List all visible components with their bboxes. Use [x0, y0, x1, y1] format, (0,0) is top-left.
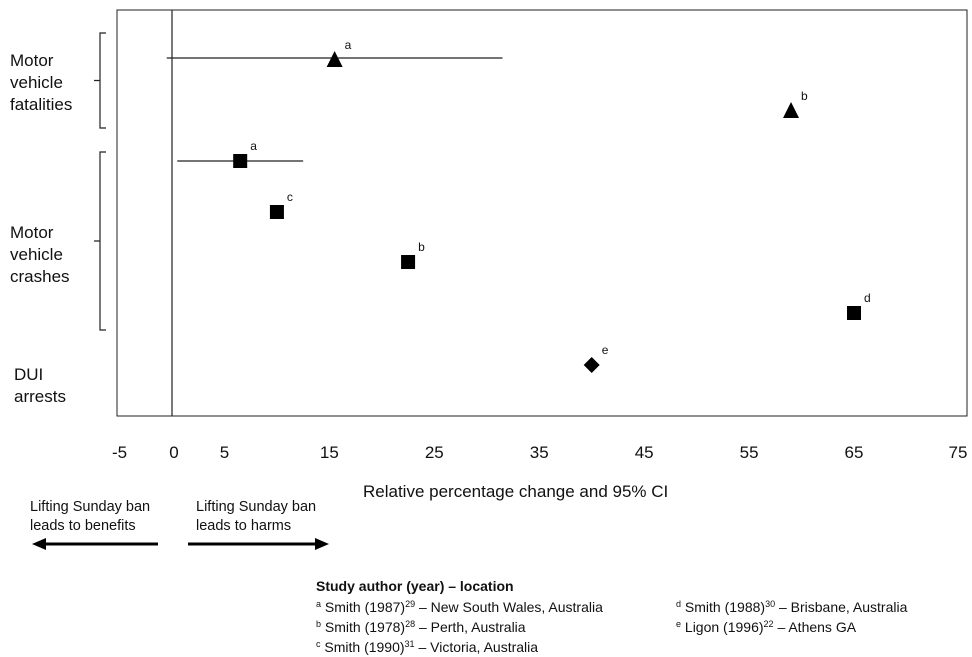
group-label-fatalities: Motor vehicle fatalities [10, 51, 73, 114]
square-marker [847, 306, 861, 320]
plot-frame [116, 9, 968, 417]
x-tick-label: 45 [635, 443, 654, 462]
square-marker [269, 205, 284, 219]
legend-ref: 30 [765, 599, 776, 609]
data-points: a b a c b d e [233, 38, 871, 373]
triangle-marker [783, 102, 800, 118]
x-tick-label: 25 [425, 443, 444, 462]
point-label: b [801, 89, 808, 103]
legend-location: – Perth, Australia [418, 619, 526, 635]
square-marker [233, 154, 248, 168]
legend-key: b [316, 619, 322, 629]
group-brackets [94, 32, 106, 331]
legend-entry-a: a Smith (1987)29 – New South Wales, Aust… [316, 596, 603, 616]
legend-key: a [316, 599, 322, 609]
legend-author: Ligon (1996) [684, 619, 764, 635]
point-label: a [250, 139, 257, 153]
legend-key: d [676, 599, 682, 609]
legend-author: Smith (1978) [324, 619, 406, 635]
group-bracket [94, 32, 106, 129]
legend-entry-e: e Ligon (1996)22 – Athens GA [676, 616, 907, 636]
group-label-dui: DUI arrests [14, 365, 66, 406]
x-tick-label: 15 [320, 443, 339, 462]
legend-author: Smith (1990) [324, 639, 405, 655]
legend-location: – Athens GA [777, 619, 857, 635]
legend-column-right: d Smith (1988)30 – Brisbane, Australia e… [676, 596, 907, 636]
x-tick-label: 0 [169, 443, 178, 462]
group-label-crashes: Motor vehicle crashes [10, 223, 70, 286]
legend-author: Smith (1988) [684, 599, 766, 615]
harms-direction-text: Lifting Sunday ban leads to harms [196, 499, 317, 534]
x-tick-label: -5 [112, 443, 127, 462]
point-label: c [287, 190, 293, 204]
legend: Study author (year) – location [316, 578, 514, 595]
legend-ref: 29 [405, 599, 416, 609]
confidence-intervals [166, 57, 503, 162]
legend-location: – Brisbane, Australia [778, 599, 908, 615]
diamond-marker [583, 357, 600, 373]
harms-arrowhead [315, 538, 329, 550]
benefits-arrowhead [32, 538, 46, 550]
x-tick-label: 55 [740, 443, 759, 462]
x-tick-label: 75 [949, 443, 968, 462]
legend-entry-d: d Smith (1988)30 – Brisbane, Australia [676, 596, 907, 616]
triangle-marker [326, 51, 343, 67]
point-label: b [418, 240, 425, 254]
legend-location: – Victoria, Australia [418, 639, 539, 655]
x-tick-label: 65 [845, 443, 864, 462]
legend-column-left: a Smith (1987)29 – New South Wales, Aust… [316, 596, 603, 656]
group-bracket [94, 151, 106, 331]
legend-key: e [676, 619, 682, 629]
legend-key: c [316, 639, 321, 649]
point-label: d [864, 291, 871, 305]
legend-location: – New South Wales, Australia [418, 599, 603, 615]
legend-heading: Study author (year) – location [316, 578, 514, 594]
x-axis-title: Relative percentage change and 95% CI [363, 482, 669, 501]
x-tick-label: 5 [220, 443, 229, 462]
square-marker [401, 255, 416, 269]
x-tick-label: 35 [530, 443, 549, 462]
legend-entry-b: b Smith (1978)28 – Perth, Australia [316, 616, 603, 636]
legend-ref: 22 [763, 619, 774, 629]
legend-ref: 31 [404, 639, 415, 649]
direction-arrows [32, 538, 329, 550]
x-axis-ticks: -5 0 5 15 25 35 45 55 65 75 [112, 443, 967, 462]
benefits-direction-text: Lifting Sunday ban leads to benefits [30, 499, 151, 534]
legend-author: Smith (1987) [324, 599, 406, 615]
point-label: e [602, 343, 609, 357]
plot-border [116, 9, 968, 417]
legend-ref: 28 [405, 619, 416, 629]
point-label: a [345, 38, 352, 52]
legend-entry-c: c Smith (1990)31 – Victoria, Australia [316, 636, 603, 656]
